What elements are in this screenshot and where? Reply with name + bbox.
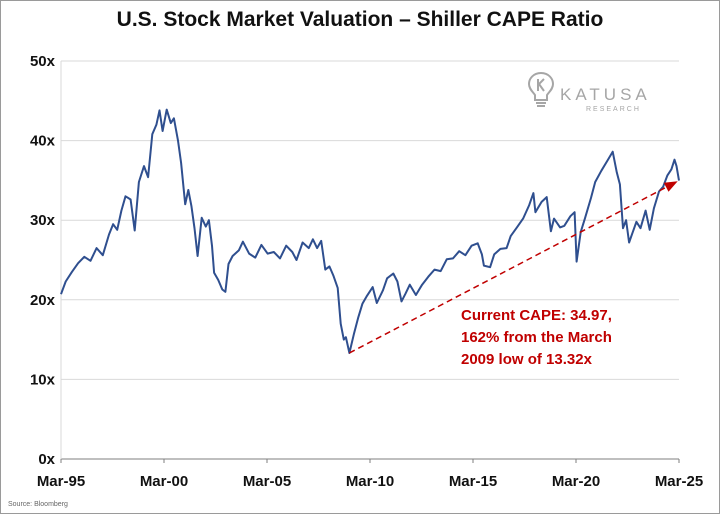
x-tick-label: Mar-05 xyxy=(243,473,291,490)
x-tick-label: Mar-10 xyxy=(346,473,394,490)
x-tick-label: Mar-25 xyxy=(655,473,703,490)
trend-arrow-head xyxy=(663,181,678,192)
lightbulb-icon xyxy=(527,71,555,107)
annotation-line: 2009 low of 13.32x xyxy=(461,351,593,368)
series-layer xyxy=(60,108,680,354)
trend-arrow-line xyxy=(349,181,676,354)
trend-layer xyxy=(349,181,678,354)
y-tick-label: 10x xyxy=(30,371,56,388)
katusa-logo: KATUSA RESEARCH xyxy=(527,71,651,113)
x-tick-label: Mar-00 xyxy=(140,473,188,490)
source-note: Source: Bloomberg xyxy=(8,501,68,508)
annotation-line: Current CAPE: 34.97, xyxy=(461,307,612,324)
y-tick-label: 30x xyxy=(30,212,56,229)
x-tick-label: Mar-15 xyxy=(449,473,497,490)
annotation-line: 162% from the March xyxy=(461,329,612,346)
x-axis xyxy=(60,61,679,460)
cape-series-line xyxy=(60,108,680,354)
y-tick-label: 20x xyxy=(30,292,56,309)
chart-title: U.S. Stock Market Valuation – Shiller CA… xyxy=(116,8,604,31)
annotation-layer: Current CAPE: 34.97, 162% from the March 2… xyxy=(461,307,612,368)
logo-subtext: RESEARCH xyxy=(586,106,641,113)
y-tick-label: 0x xyxy=(38,451,55,468)
x-tick-label: Mar-95 xyxy=(37,473,85,490)
gridlines xyxy=(61,60,679,380)
logo-wordmark: KATUSA xyxy=(560,85,651,104)
y-axis-ticks: 0x 10x 20x 30x 40x 50x xyxy=(30,53,56,468)
x-tick-label: Mar-20 xyxy=(552,473,600,490)
x-axis-ticks: Mar-95 Mar-00 Mar-05 Mar-10 Mar-15 Mar-20 Mar-… xyxy=(37,459,703,490)
y-tick-label: 50x xyxy=(30,53,56,70)
y-tick-label: 40x xyxy=(30,133,56,150)
